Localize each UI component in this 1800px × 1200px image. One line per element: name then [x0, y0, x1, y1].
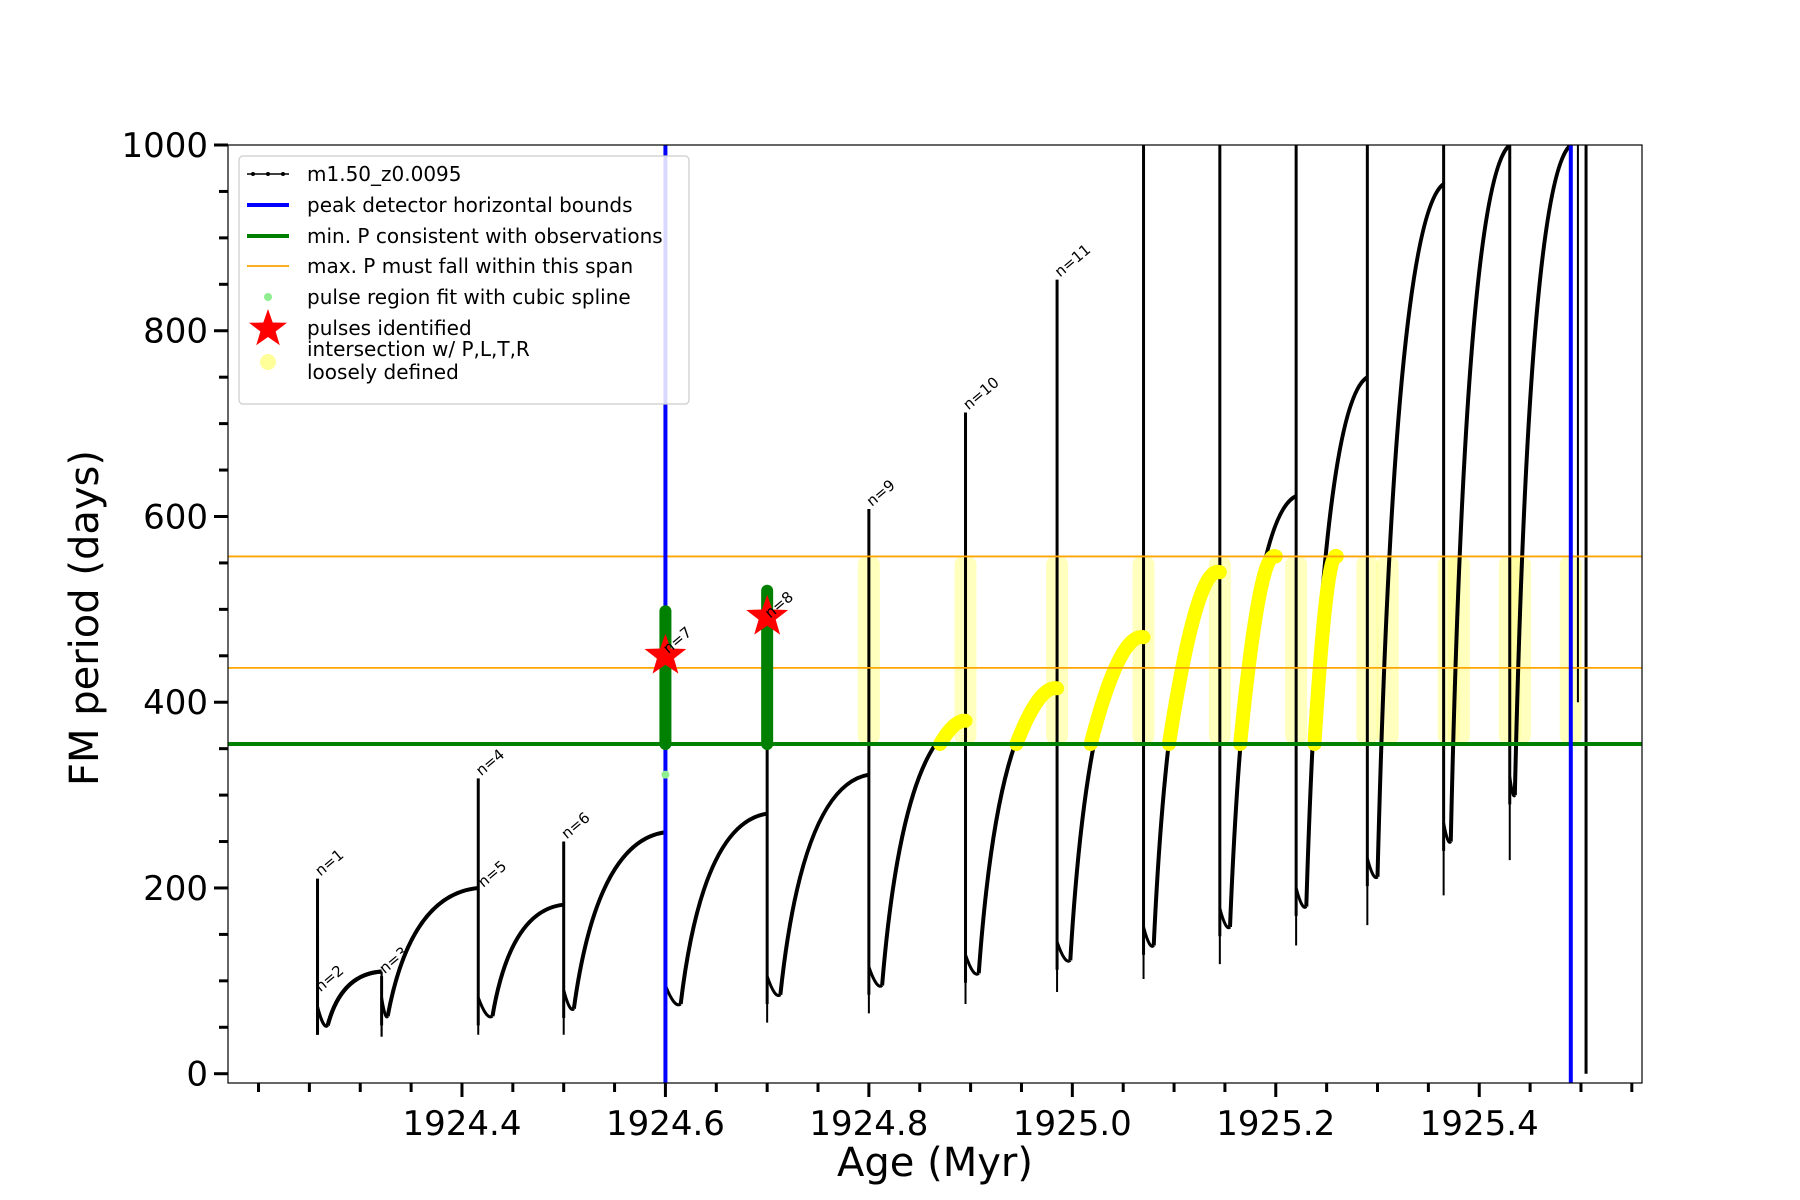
legend-label-line: peak detector horizontal bounds: [307, 193, 633, 217]
cycle-dip-6: [664, 984, 682, 1007]
pulse-star-1: [644, 633, 687, 674]
x-tick-label-6: 1925.4: [1420, 1104, 1539, 1144]
legend-swatch-7: [260, 354, 276, 370]
y-tick-label-6: 1000: [121, 126, 208, 166]
cycle-dip-11: [1142, 926, 1155, 948]
legend-swatch-marker: [266, 172, 270, 176]
legend-label-5: pulse region fit with cubic spline: [307, 285, 631, 309]
plot-clip-group: [228, 145, 1642, 1083]
intersection-arc-6: [1307, 549, 1344, 752]
legend-swatch-6: [249, 309, 287, 346]
legend-label-line: pulse region fit with cubic spline: [307, 285, 631, 309]
legend-label-3: min. P consistent with observations: [307, 224, 663, 248]
y-tick-label-4: 600: [143, 497, 208, 537]
legend-swatch-marker: [251, 172, 255, 176]
cycle-label-n-4: n=4: [472, 745, 508, 779]
x-axis-label: Age (Myr): [837, 1140, 1033, 1186]
legend-label-4: max. P must fall within this span: [307, 254, 633, 278]
cycle-dip-10: [1055, 941, 1072, 963]
cycle-label-n-11: n=11: [1051, 240, 1094, 280]
axes: 1924.4 1924.6 1924.8 1925.0 1925.2 1925.4 0 200…: [121, 126, 1634, 1144]
cycle-dip-9: [964, 954, 980, 976]
legend-swatch-5: [264, 293, 272, 301]
cycle-label-n-1: n=1: [312, 846, 348, 880]
y-axis-label: FM period (days): [62, 450, 108, 786]
cycle-dip-7: [765, 975, 782, 997]
pulse-spline-point: [661, 770, 670, 779]
cycle-label-n-9: n=9: [863, 476, 899, 510]
legend-box: [238, 155, 690, 405]
legend-label-7: intersection w/ P,L,T,R loosely defined: [307, 337, 530, 384]
cycle-arc-6: [678, 811, 768, 1005]
legend-label-6: pulses identified: [307, 316, 472, 340]
cycle-dip-2: [316, 1006, 329, 1028]
y-tick-label-2: 200: [143, 869, 208, 909]
legend-label-line: intersection w/ P,L,T,R: [307, 337, 530, 361]
intersection-arc-3: [1083, 630, 1151, 752]
cycle-dip-16: [1508, 776, 1517, 798]
cycle-dip-15: [1442, 822, 1453, 844]
cycle-arc-2: [325, 969, 382, 1026]
cycle-arc-3: [385, 885, 479, 1017]
cycle-arc-5: [571, 830, 666, 1009]
x-tick-label-2: 1924.6: [606, 1104, 725, 1144]
plot-frame: [227, 144, 1643, 1084]
cycle-dip-13: [1294, 887, 1308, 909]
cycle-dip-14: [1365, 857, 1379, 880]
intersection-arc-4: [1161, 564, 1227, 752]
y-tick-label-3: 400: [143, 683, 208, 723]
x-tick-label-3: 1924.8: [809, 1104, 928, 1144]
cycle-arc-7: [778, 772, 870, 995]
cycle-label-n-6: n=6: [558, 808, 594, 842]
y-tick-label-1: 0: [186, 1055, 208, 1095]
legend-label-2: peak detector horizontal bounds: [307, 193, 633, 217]
cycle-dip-12: [1218, 908, 1232, 930]
intersection-arc-5: [1233, 549, 1283, 752]
legend-label-line: pulses identified: [307, 316, 472, 340]
cycle-arc-4: [490, 902, 564, 1017]
legend-label-line: max. P must fall within this span: [307, 254, 633, 278]
legend-label-line: m1.50_z0.0095: [307, 162, 462, 186]
cycle-arc-14: [1375, 182, 1445, 877]
legend-label-line: min. P consistent with observations: [307, 224, 663, 248]
x-tick-label-5: 1925.2: [1216, 1104, 1335, 1144]
cycle-dip-8: [867, 966, 884, 988]
legend-label-1: m1.50_z0.0095: [307, 162, 462, 186]
legend-swatch-marker: [281, 172, 285, 176]
x-tick-label-4: 1925.0: [1013, 1104, 1132, 1144]
intersection-arc-1: [933, 713, 973, 752]
intersection-arc-2: [1009, 681, 1065, 752]
pulse-star-2: [746, 594, 789, 635]
cycle-dip-5: [562, 989, 575, 1011]
cycle-label-n-10: n=10: [960, 373, 1003, 413]
cycle-dip-4: [476, 997, 494, 1019]
cycle-arc-16: [1512, 145, 1573, 796]
cycle-dip-3: [380, 997, 390, 1019]
cycle-arc-15: [1448, 145, 1512, 842]
legend-label-line: loosely defined: [307, 360, 459, 384]
x-tick-label-1: 1924.4: [402, 1104, 521, 1144]
cycle-arc-13: [1304, 375, 1369, 907]
y-tick-label-5: 800: [143, 312, 208, 352]
cycle-arc-8: [880, 718, 967, 986]
